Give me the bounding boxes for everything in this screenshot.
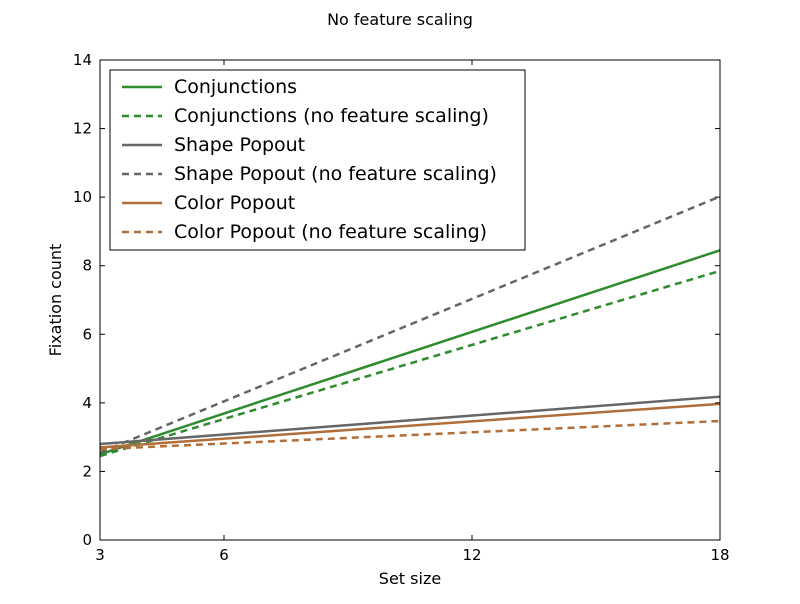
x-axis-label: Set size bbox=[379, 569, 441, 588]
chart-title: No feature scaling bbox=[327, 10, 473, 29]
legend-box bbox=[109, 69, 526, 251]
plot-frame bbox=[99, 59, 721, 541]
series-layer bbox=[99, 195, 721, 458]
y-axis-label: Fixation count bbox=[46, 244, 65, 357]
x-tick-label: 6 bbox=[219, 546, 229, 564]
y-tick-label: 6 bbox=[82, 325, 92, 343]
x-tick-label: 18 bbox=[710, 546, 729, 564]
y-tick-label: 14 bbox=[73, 51, 92, 69]
series-line-1 bbox=[99, 249, 721, 456]
series-line-4 bbox=[99, 195, 721, 454]
legend-label: Color Popout bbox=[174, 192, 295, 214]
y-tick-label: 10 bbox=[73, 188, 92, 206]
series-line-5 bbox=[99, 402, 721, 449]
legend-label: Conjunctions (no feature scaling) bbox=[174, 105, 489, 127]
legend-label: Conjunctions bbox=[174, 76, 297, 98]
x-tick-label: 3 bbox=[95, 546, 105, 564]
y-tick-label: 2 bbox=[82, 462, 92, 480]
legend-label: Color Popout (no feature scaling) bbox=[174, 221, 487, 243]
axes-layer: 3 6 12 18 0 2 4 6 8 10 12 14 bbox=[73, 51, 730, 564]
legend: Conjunctions Conjunctions (no feature sca… bbox=[109, 69, 526, 251]
series-line-2 bbox=[99, 269, 721, 458]
series-line-3 bbox=[99, 395, 721, 446]
y-tick-label: 8 bbox=[82, 257, 92, 275]
y-tick-label: 12 bbox=[73, 120, 92, 138]
y-tick-label: 4 bbox=[82, 394, 92, 412]
legend-label: Shape Popout bbox=[174, 134, 305, 156]
series-line-6 bbox=[99, 419, 721, 451]
y-tick-label: 0 bbox=[82, 531, 92, 549]
legend-label: Shape Popout (no feature scaling) bbox=[174, 163, 497, 185]
x-tick-label: 12 bbox=[462, 546, 481, 564]
